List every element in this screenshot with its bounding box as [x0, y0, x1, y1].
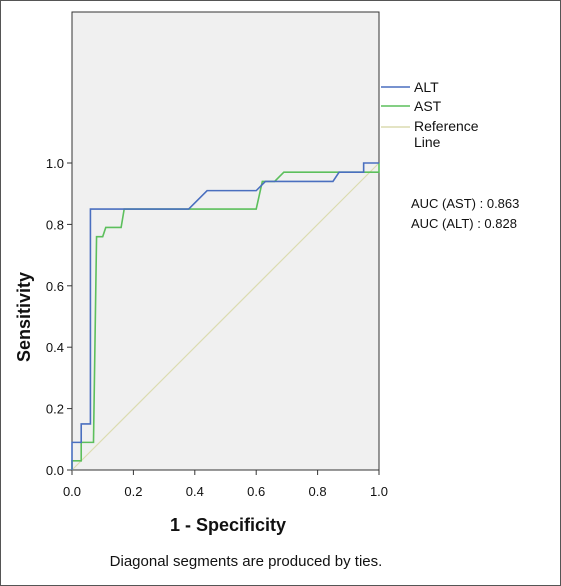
legend-label-alt: ALT — [414, 79, 439, 95]
y-tick-label: 1.0 — [46, 156, 64, 171]
footnote: Diagonal segments are produced by ties. — [110, 553, 383, 570]
legend-label-reference-2: Line — [414, 134, 441, 150]
x-tick-label: 1.0 — [370, 484, 388, 499]
y-tick-label: 0.8 — [46, 217, 64, 232]
x-tick-label: 0.2 — [124, 484, 142, 499]
y-tick-label: 0.4 — [46, 340, 64, 355]
plot-area — [71, 11, 380, 471]
auc-alt-annotation: AUC (ALT) : 0.828 — [411, 216, 517, 231]
x-tick-label: 0.6 — [247, 484, 265, 499]
legend-label-ast: AST — [414, 98, 442, 114]
x-axis-title: 1 - Specificity — [170, 515, 286, 535]
x-tick-label: 0.4 — [186, 484, 204, 499]
y-tick-label: 0.2 — [46, 402, 64, 417]
legend-label-reference-1: Reference — [414, 118, 479, 134]
y-tick-label: 0.0 — [46, 463, 64, 478]
legend: ALT AST Reference Line — [381, 79, 479, 150]
axis-ticks: 0.0 0.2 0.4 0.6 0.8 1.0 0.0 0.2 0.4 0.6 0.8 1.0 — [46, 156, 388, 499]
auc-ast-annotation: AUC (AST) : 0.863 — [411, 196, 519, 211]
x-tick-label: 0.0 — [63, 484, 81, 499]
series-line-ast — [71, 163, 380, 470]
x-tick-label: 0.8 — [309, 484, 327, 499]
y-axis-title: Sensitivity — [14, 272, 34, 362]
series-line-alt — [71, 162, 379, 470]
series-line-reference-line — [71, 162, 380, 471]
y-tick-label: 0.6 — [46, 279, 64, 294]
series-layer — [71, 162, 380, 471]
